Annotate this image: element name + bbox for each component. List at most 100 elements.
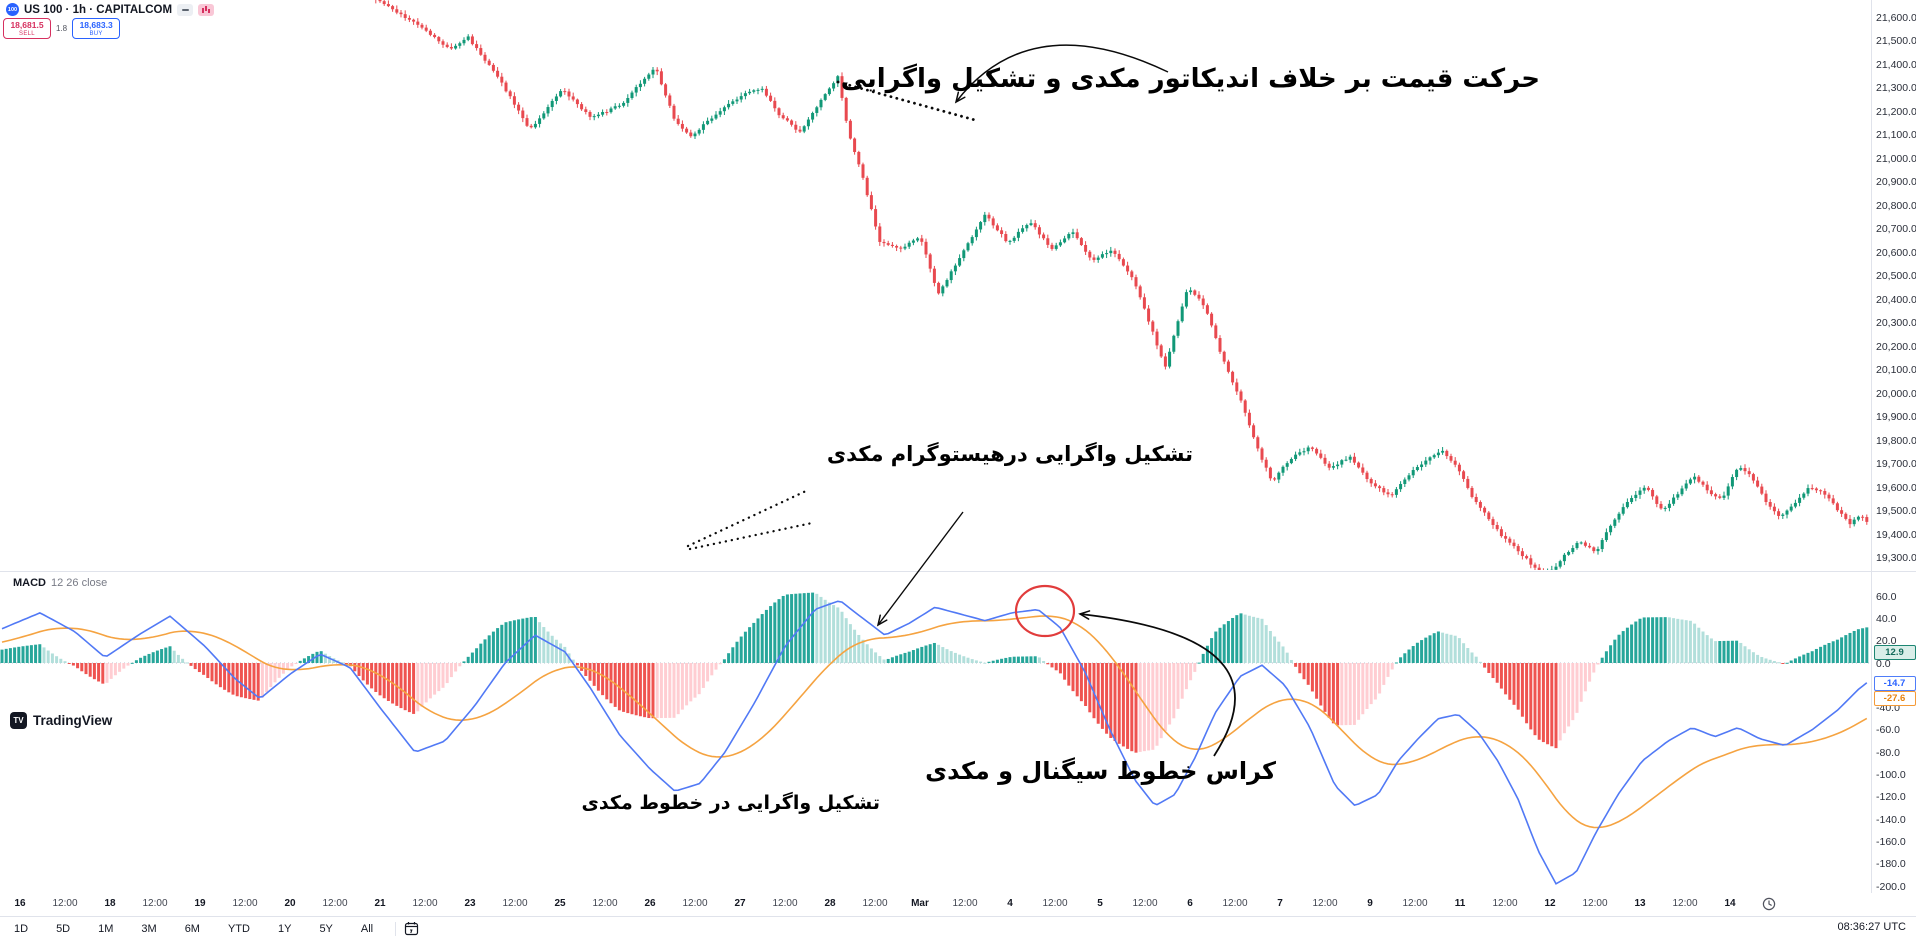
- pane-separator[interactable]: [0, 571, 1916, 572]
- buy-button[interactable]: 18,683.3 BUY: [72, 18, 121, 39]
- price-axis-label: 19,800.0: [1876, 434, 1916, 447]
- chart-canvas[interactable]: [0, 0, 1871, 893]
- price-axis-label: 20,900.0: [1876, 176, 1916, 188]
- time-axis-day-label: 12: [1544, 898, 1556, 909]
- macd-legend[interactable]: MACD 12 26 close: [13, 577, 107, 589]
- timezone-clock-icon[interactable]: [1762, 897, 1776, 911]
- macd-axis-label: -120.0: [1876, 791, 1906, 804]
- macd-histogram-value-badge: 12.9: [1873, 645, 1916, 660]
- macd-axis-label: -140.0: [1876, 813, 1906, 826]
- sell-price: 18,681.5: [10, 19, 44, 30]
- range-button-5y[interactable]: 5Y: [319, 922, 333, 935]
- macd-axis-label: 60.0: [1876, 590, 1897, 603]
- annotation-layer: [686, 44, 1236, 757]
- time-axis-day-label: 11: [1454, 898, 1466, 909]
- time-axis-day-label: 25: [554, 898, 566, 909]
- time-axis-hour-label: 12:00: [772, 898, 798, 909]
- tradingview-logo-text: TradingView: [33, 713, 113, 728]
- time-axis-day-label: 9: [1367, 898, 1373, 909]
- go-to-date-icon[interactable]: [404, 921, 419, 936]
- macd-legend-title: MACD: [13, 577, 46, 589]
- time-axis-day-label: 14: [1724, 898, 1736, 909]
- price-axis-label: 20,500.0: [1876, 270, 1916, 282]
- clock-utc[interactable]: 08:36:27 UTC: [1837, 921, 1906, 933]
- macd-axis[interactable]: 60.040.020.00.0-20.0-40.0-60.0-80.0-100.…: [1872, 571, 1916, 893]
- range-button-1y[interactable]: 1Y: [277, 922, 292, 935]
- macd-pane[interactable]: [0, 592, 1871, 885]
- annotation-histogram-divergence: تشکیل واگرایی درهیستوگرام مکدی: [826, 442, 1193, 466]
- toolbar-divider: [395, 921, 397, 936]
- range-button-6m[interactable]: 6M: [184, 922, 200, 935]
- macd-axis-label: -60.0: [1876, 724, 1900, 737]
- hide-indicator-button[interactable]: [177, 3, 194, 16]
- price-axis-label: 21,100.0: [1876, 129, 1916, 141]
- range-button-1d[interactable]: 1D: [14, 922, 29, 935]
- time-axis-hour-label: 12:00: [952, 898, 978, 909]
- price-axis-label: 20,300.0: [1876, 317, 1916, 329]
- time-axis-day-label: 16: [14, 898, 26, 909]
- bottom-toolbar: 1D 5D 1M 3M 6M YTD 1Y 5Y All 08:36:27 UTC: [0, 917, 1916, 940]
- macd-axis-label: -80.0: [1876, 746, 1900, 759]
- time-axis-hour-label: 12:00: [862, 898, 888, 909]
- macd-axis-label: 20.0: [1876, 635, 1897, 648]
- buy-price: 18,683.3: [79, 19, 113, 30]
- time-axis-day-label: 21: [374, 898, 386, 909]
- time-axis-hour-label: 12:00: [322, 898, 348, 909]
- time-axis-day-label: 5: [1097, 898, 1103, 909]
- range-button-3m[interactable]: 3M: [141, 922, 157, 935]
- price-axis-label: 21,300.0: [1876, 82, 1916, 94]
- symbol-title[interactable]: US 100 · 1h · CAPITALCOM: [24, 3, 173, 16]
- time-axis-day-label: 23: [464, 898, 476, 909]
- price-axis-label: 19,600.0: [1876, 481, 1916, 494]
- time-axis-day-label: 20: [284, 898, 296, 909]
- time-axis-day-label: 6: [1187, 898, 1193, 909]
- time-axis-day-label: 19: [194, 898, 206, 909]
- range-button-5d[interactable]: 5D: [56, 922, 71, 935]
- time-axis[interactable]: 16 12:00 18 12:00 19 12:00 20 12:00 21 12:00 23 12:…: [0, 893, 1916, 916]
- macd-axis-label: -200.0: [1876, 880, 1906, 893]
- time-axis-day-label: 26: [644, 898, 656, 909]
- time-axis-day-label: 4: [1007, 898, 1013, 909]
- spread-value: 1.8: [56, 24, 68, 33]
- price-axis-label: 20,600.0: [1876, 246, 1916, 259]
- range-button-ytd[interactable]: YTD: [227, 922, 250, 935]
- sell-button[interactable]: 18,681.5 SELL: [3, 18, 51, 39]
- sell-label: SELL: [19, 30, 35, 37]
- time-axis-hour-label: 12:00: [502, 898, 528, 909]
- macd-axis-label: 40.0: [1876, 612, 1897, 625]
- annotation-signal-macd-cross: کراس خطوط سیگنال و مکدی: [925, 757, 1276, 785]
- time-axis-day-label: 27: [734, 898, 746, 909]
- price-axis-label: 19,700.0: [1876, 458, 1916, 470]
- price-axis-label: 20,700.0: [1876, 223, 1916, 235]
- range-button-all[interactable]: All: [360, 922, 374, 935]
- price-axis-label: 19,400.0: [1876, 528, 1916, 541]
- time-axis-day-label: 18: [104, 898, 116, 909]
- chart-style-button[interactable]: [198, 3, 215, 16]
- time-axis-hour-label: 12:00: [142, 898, 168, 909]
- price-axis-label: 19,900.0: [1876, 411, 1916, 423]
- order-panel: 18,681.5 SELL 1.8 18,683.3 BUY: [3, 18, 121, 39]
- price-axis-label: 21,600.0: [1876, 11, 1916, 24]
- time-axis-hour-label: 12:00: [1132, 898, 1158, 909]
- time-axis-hour-label: 12:00: [1492, 898, 1518, 909]
- price-axis[interactable]: 21,600.0 21,500.0 21,400.0 21,300.0 21,200.0…: [1872, 0, 1916, 571]
- macd-axis-label: -160.0: [1876, 835, 1906, 848]
- price-axis-separator: [1871, 0, 1872, 916]
- price-pane[interactable]: [1, 0, 1869, 575]
- macd-axis-label: -180.0: [1876, 858, 1906, 871]
- price-axis-label: 21,400.0: [1876, 58, 1916, 71]
- price-axis-label: 20,800.0: [1876, 199, 1916, 212]
- macd-line-value-badge: -14.7: [1873, 676, 1916, 691]
- price-axis-label: 20,200.0: [1876, 340, 1916, 353]
- time-axis-hour-label: 12:00: [52, 898, 78, 909]
- time-axis-hour-label: 12:00: [1222, 898, 1248, 909]
- annotation-lines-divergence: تشکیل واگرایی در خطوط مکدی: [581, 792, 881, 814]
- macd-line: [1, 600, 1868, 885]
- annotation-price-vs-macd: حرکت قیمت بر خلاف اندیکاتور مکدی و تشکیل…: [840, 64, 1540, 94]
- signal-line-value-badge: -27.6: [1873, 691, 1916, 706]
- price-axis-label: 19,300.0: [1876, 552, 1916, 564]
- range-button-1m[interactable]: 1M: [98, 922, 114, 935]
- tradingview-watermark[interactable]: TV TradingView: [10, 712, 112, 729]
- time-axis-hour-label: 12:00: [1402, 898, 1428, 909]
- price-axis-label: 21,500.0: [1876, 35, 1916, 47]
